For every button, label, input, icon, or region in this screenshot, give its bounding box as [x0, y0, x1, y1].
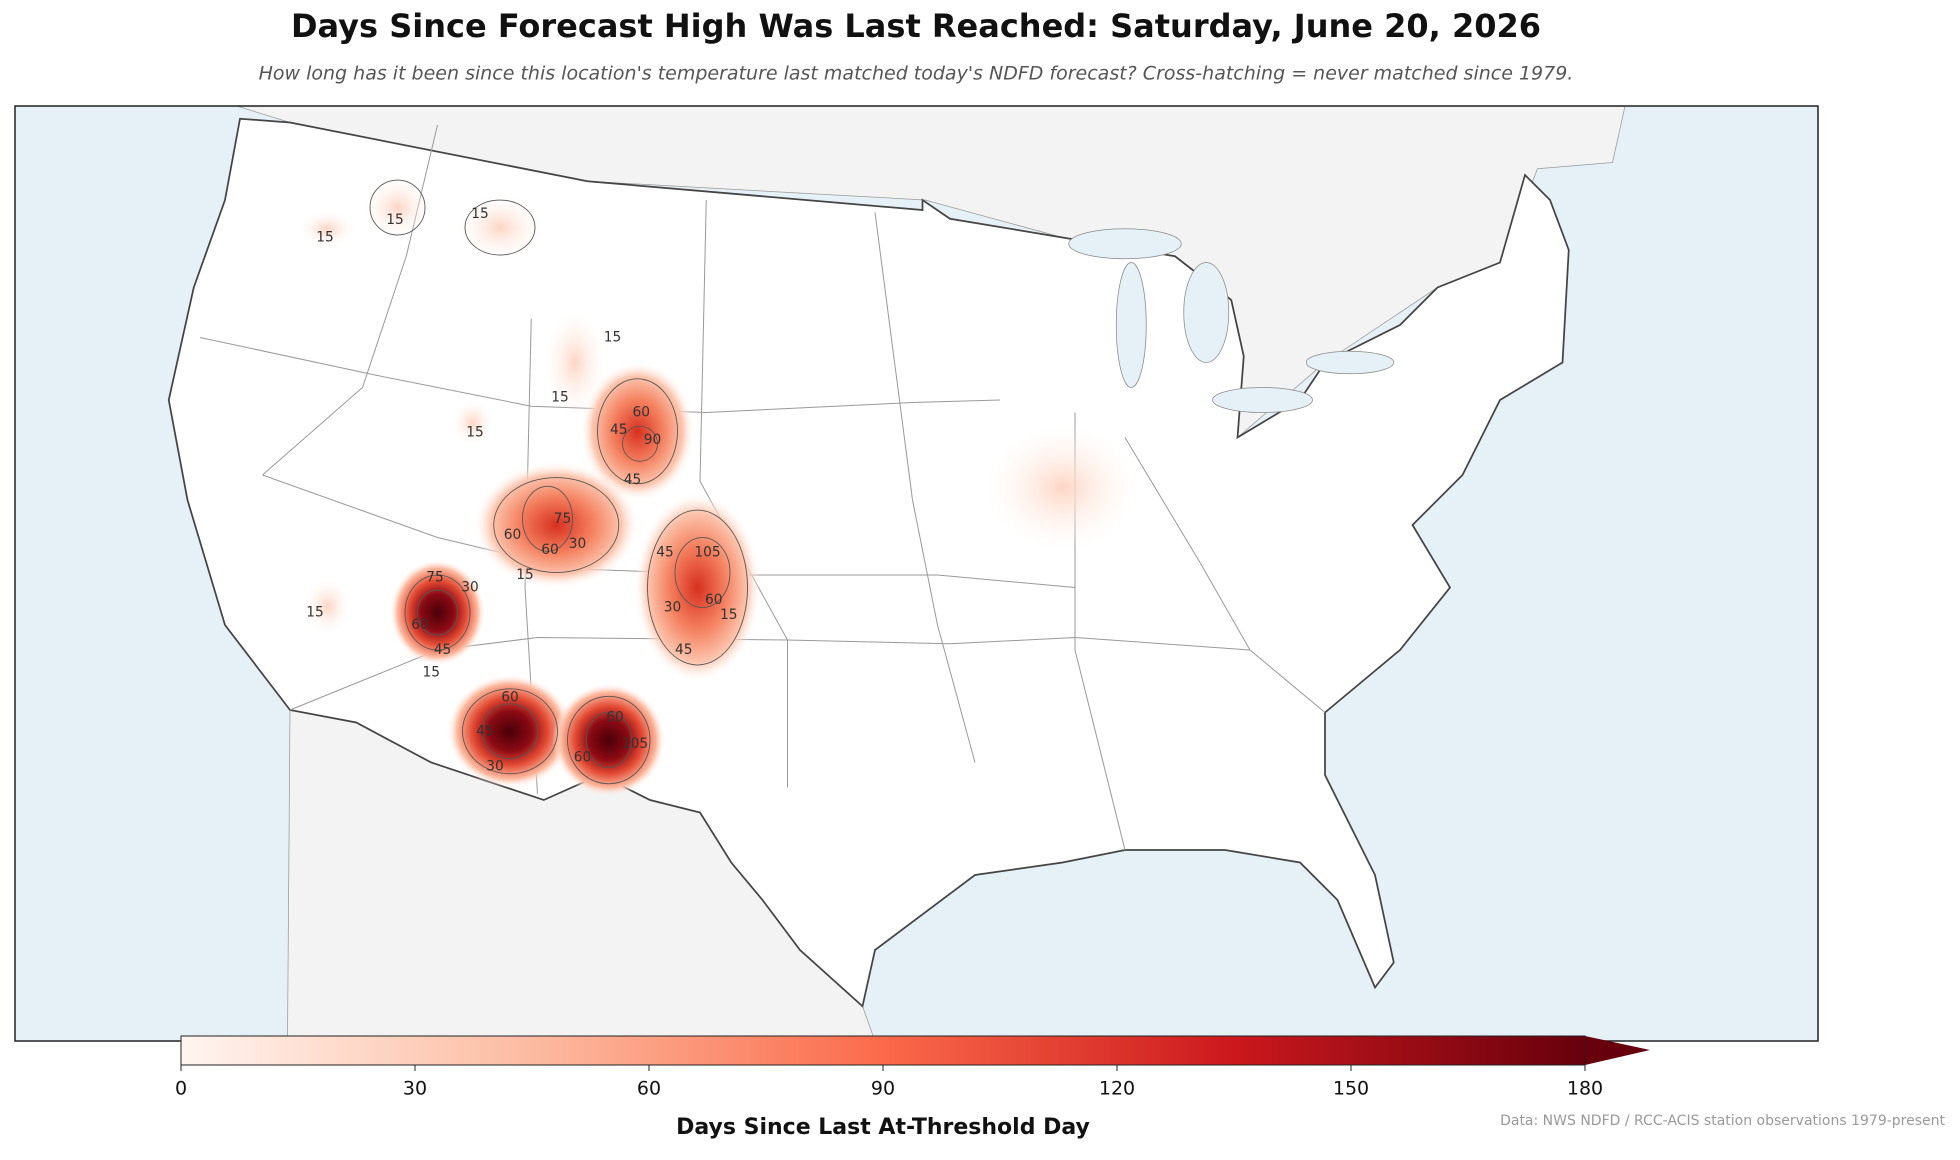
subtitle: How long has it been since this location… [259, 63, 1574, 85]
colorbar-tick-label: 120 [1099, 1078, 1135, 1100]
contour-label: 45 [624, 472, 642, 488]
contour-label: 60 [705, 592, 723, 608]
contour-label: 15 [386, 212, 404, 228]
heat-field [300, 177, 1138, 797]
contour-label: 15 [720, 607, 738, 623]
colorbar-label: Days Since Last At-Threshold Day [676, 1115, 1090, 1140]
contour-label: 45 [610, 422, 628, 438]
colorbar: 0 30 60 90 120 150 180 [175, 1035, 1650, 1100]
contour-label: 60 [541, 542, 559, 558]
great-lakes [1068, 228, 1395, 413]
contour-label: 15 [604, 330, 622, 346]
contour-label: 15 [306, 605, 324, 621]
contour-label: 45 [656, 545, 674, 561]
contour-label: 105 [694, 545, 720, 561]
contour-label: 45 [434, 642, 452, 658]
contour-label: 60 [633, 405, 651, 421]
colorbar-tick-label: 0 [175, 1078, 187, 1100]
colorbar-tick-label: 90 [871, 1078, 895, 1100]
contour-label: 30 [664, 600, 682, 616]
contour-label: 60 [411, 617, 429, 633]
contours [369, 179, 748, 785]
contour-label: 105 [622, 736, 648, 752]
colorbar-extend [1585, 1036, 1650, 1065]
contour-label: 75 [554, 511, 572, 527]
contour-label: 60 [504, 527, 522, 543]
colorbar-tick-label: 180 [1567, 1078, 1603, 1100]
title: Days Since Forecast High Was Last Reache… [291, 7, 1541, 45]
contour-label: 45 [675, 642, 693, 658]
contour-label: 75 [426, 570, 444, 586]
contour-label: 90 [644, 432, 662, 448]
contour-label: 15 [316, 230, 334, 246]
contour-label: 30 [569, 536, 587, 552]
contour-label: 15 [551, 390, 569, 406]
contour-label: 15 [516, 567, 534, 583]
colorbar-scale [180, 1035, 1586, 1066]
contour-label: 15 [423, 665, 441, 681]
source-note: Data: NWS NDFD / RCC-ACIS station observ… [1500, 1113, 1945, 1129]
contour-label: 15 [466, 425, 484, 441]
contour-label: 60 [501, 690, 519, 706]
colorbar-tick-label: 150 [1333, 1078, 1369, 1100]
contour-label: 30 [486, 758, 504, 774]
contour-label: 15 [471, 206, 489, 222]
contour-label: 60 [606, 710, 624, 726]
contour-label: 30 [461, 580, 479, 596]
contour-label: 60 [574, 750, 592, 766]
colorbar-tick-label: 60 [637, 1078, 661, 1100]
colorbar-tick-label: 30 [403, 1078, 427, 1100]
contour-label: 45 [476, 723, 494, 739]
